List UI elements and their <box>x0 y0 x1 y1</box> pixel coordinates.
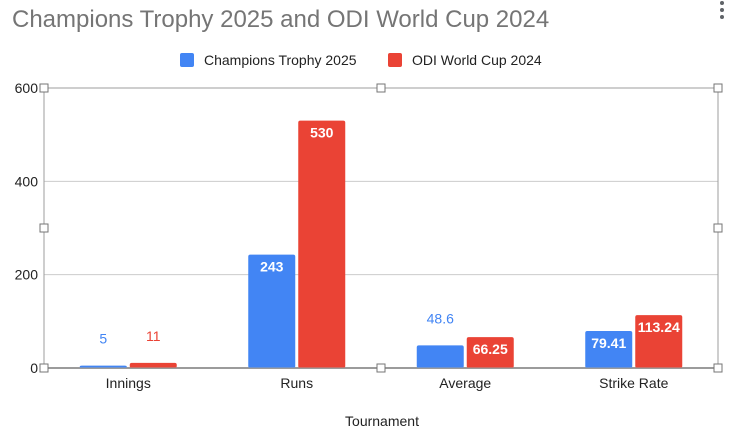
bar-odi-world-cup-average[interactable] <box>466 337 514 368</box>
bars <box>79 120 683 369</box>
data-label: 11 <box>146 328 161 344</box>
legend-swatch-odi-world-cup <box>388 53 402 67</box>
data-labels: 5 11 243 530 48.6 66.25 79.41 113.24 <box>99 125 680 357</box>
data-label: 79.41 <box>591 335 626 351</box>
data-label: 243 <box>260 259 284 275</box>
selection-handles <box>39 83 723 373</box>
y-tick-label: 400 <box>15 173 39 189</box>
data-label: 530 <box>310 125 334 141</box>
bar-champions-trophy-average[interactable] <box>416 345 464 368</box>
resize-handle[interactable] <box>713 83 723 93</box>
bar-odi-world-cup-runs[interactable] <box>298 120 346 369</box>
data-label: 48.6 <box>427 310 454 326</box>
x-axis-ticks: Innings Runs Average Strike Rate <box>106 375 669 391</box>
more-options-icon[interactable] <box>716 0 728 20</box>
resize-handle[interactable] <box>39 363 49 373</box>
x-tick-label: Innings <box>106 375 151 391</box>
y-tick-label: 600 <box>15 80 39 96</box>
data-label: 66.25 <box>473 341 508 357</box>
resize-handle[interactable] <box>713 223 723 233</box>
y-axis-ticks: 0 200 400 600 <box>15 80 39 376</box>
legend-label-champions-trophy: Champions Trophy 2025 <box>204 52 357 68</box>
bar-odi-world-cup-strike-rate[interactable] <box>635 315 683 368</box>
legend-label-odi-world-cup: ODI World Cup 2024 <box>412 52 542 68</box>
y-tick-label: 200 <box>15 267 39 283</box>
resize-handle[interactable] <box>39 223 49 233</box>
data-label: 113.24 <box>638 319 680 335</box>
bar-odi-world-cup-innings[interactable] <box>129 362 177 368</box>
resize-handle[interactable] <box>713 363 723 373</box>
legend: Champions Trophy 2025 ODI World Cup 2024 <box>0 50 737 70</box>
legend-item-odi-world-cup: ODI World Cup 2024 <box>388 50 542 70</box>
resize-handle[interactable] <box>39 83 49 93</box>
y-tick-label: 0 <box>30 360 38 376</box>
legend-swatch-champions-trophy <box>180 53 194 67</box>
x-axis-title: Tournament <box>345 413 419 429</box>
bar-champions-trophy-innings[interactable] <box>79 365 127 368</box>
chart-title: Champions Trophy 2025 and ODI World Cup … <box>12 6 550 33</box>
selection-frame <box>43 87 719 369</box>
x-tick-label: Runs <box>280 375 313 391</box>
resize-handle[interactable] <box>376 83 386 93</box>
resize-handle[interactable] <box>376 363 386 373</box>
x-tick-label: Strike Rate <box>599 375 668 391</box>
bar-champions-trophy-strike-rate[interactable] <box>585 330 633 368</box>
x-tick-label: Average <box>439 375 491 391</box>
gridlines <box>44 87 718 369</box>
legend-item-champions-trophy: Champions Trophy 2025 <box>180 50 357 70</box>
bar-champions-trophy-runs[interactable] <box>248 254 296 368</box>
data-label: 5 <box>99 331 107 347</box>
